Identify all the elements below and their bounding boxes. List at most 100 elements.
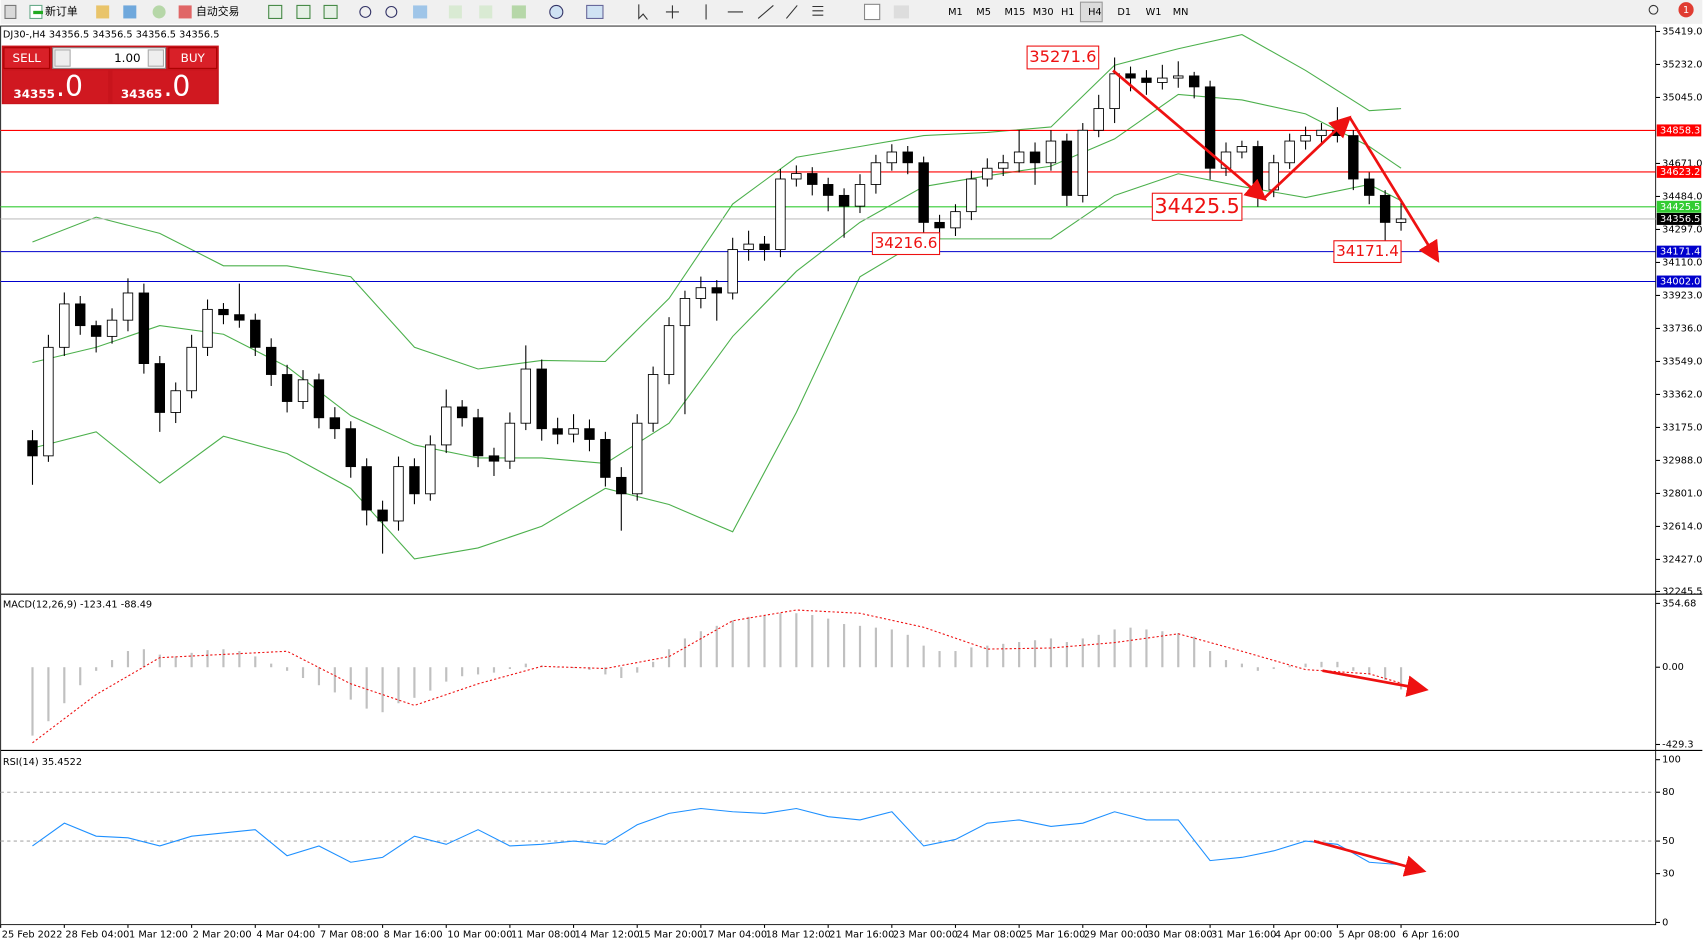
candle-body bbox=[1364, 178, 1375, 196]
x-tick-label: 4 Mar 04:00 bbox=[256, 929, 315, 940]
macd-bar bbox=[906, 634, 909, 668]
y-tick-label: 30 bbox=[1662, 869, 1674, 880]
macd-bar bbox=[970, 647, 973, 668]
y-tick-label: 32988.0 bbox=[1662, 455, 1702, 466]
candle-body bbox=[663, 325, 675, 375]
macd-bar bbox=[476, 667, 480, 675]
auto-trading-button[interactable]: 自动交易 bbox=[196, 4, 239, 18]
candle-body bbox=[90, 325, 102, 337]
timeframe-button[interactable]: MN bbox=[1173, 7, 1189, 18]
macd-bar bbox=[31, 667, 34, 736]
candle-body bbox=[377, 509, 388, 522]
sell-label[interactable]: SELL bbox=[13, 51, 42, 65]
candle-body bbox=[966, 178, 977, 213]
macd-bar bbox=[620, 667, 623, 679]
level-label: 34858.3 bbox=[1660, 125, 1700, 136]
macd-bar bbox=[238, 651, 241, 668]
lots-value[interactable]: 1.00 bbox=[114, 51, 141, 65]
buy-label[interactable]: BUY bbox=[181, 51, 206, 65]
sell-button[interactable] bbox=[3, 47, 51, 69]
candle-body bbox=[472, 417, 484, 457]
macd-bar bbox=[667, 649, 671, 668]
macd-bar bbox=[986, 645, 989, 668]
macd-bar bbox=[365, 667, 368, 709]
candle-body bbox=[552, 428, 563, 435]
timeframe-button[interactable]: M5 bbox=[976, 7, 991, 18]
candle-body bbox=[297, 379, 309, 402]
candle-body bbox=[265, 346, 277, 375]
macd-bar bbox=[95, 667, 98, 671]
level-tag bbox=[1656, 124, 1702, 137]
macd-bar bbox=[79, 667, 82, 686]
price-annotation-box bbox=[1151, 192, 1243, 221]
macd-bar bbox=[1256, 667, 1259, 671]
timeframe-button[interactable]: M15 bbox=[1005, 7, 1026, 18]
timeframe-button[interactable]: M1 bbox=[948, 7, 963, 18]
plot-area: 25 Feb 2022 28 Feb 04:00 1 Mar 12:00 2 Mar … bbox=[0, 26, 1703, 940]
candle-body bbox=[1013, 151, 1025, 164]
lots-input[interactable] bbox=[52, 47, 167, 69]
macd-bar bbox=[1097, 634, 1100, 668]
candle-body bbox=[154, 363, 166, 413]
macd-bar bbox=[890, 629, 893, 668]
macd-bar bbox=[301, 667, 305, 679]
y-tick-label: 50 bbox=[1662, 836, 1674, 847]
macd-bar bbox=[1193, 636, 1196, 668]
new-order-button[interactable]: 新订单 bbox=[45, 4, 78, 18]
buy-button[interactable] bbox=[168, 47, 218, 69]
y-tick-label: 33549.0 bbox=[1662, 356, 1702, 367]
chart-frame bbox=[0, 25, 1657, 926]
macd-bar bbox=[445, 667, 448, 682]
candle-body bbox=[775, 178, 786, 251]
macd-bar bbox=[636, 667, 639, 673]
candle-body bbox=[695, 287, 707, 299]
panel-title: DJ30-,H4 34356.5 34356.5 34356.5 34356.5 bbox=[3, 30, 220, 41]
candle-body bbox=[345, 428, 356, 468]
candle-body bbox=[982, 167, 993, 180]
timeframe-button[interactable]: M30 bbox=[1033, 7, 1054, 18]
candle-body bbox=[361, 466, 372, 511]
y-tick-label: 32614.0 bbox=[1662, 521, 1702, 532]
x-tick-label: 2 Mar 20:00 bbox=[193, 929, 252, 940]
macd-bar bbox=[1002, 643, 1005, 668]
bollinger-middle bbox=[32, 93, 1402, 464]
macd-bar bbox=[142, 649, 145, 668]
level-tag bbox=[1656, 275, 1702, 288]
macd-bar bbox=[317, 667, 321, 686]
macd-bar bbox=[842, 624, 846, 668]
macd-bar bbox=[652, 661, 655, 668]
timeframe-button[interactable]: H1 bbox=[1061, 7, 1075, 18]
x-tick-label: 1 Mar 12:00 bbox=[129, 929, 188, 940]
macd-bar bbox=[158, 654, 161, 668]
macd-bar bbox=[110, 660, 114, 668]
x-tick-label: 31 Mar 16:00 bbox=[1211, 929, 1276, 940]
candle-body bbox=[807, 173, 818, 185]
macd-bar bbox=[731, 620, 734, 668]
candle-body bbox=[488, 455, 500, 462]
x-tick-label: 7 Mar 08:00 bbox=[320, 929, 379, 940]
y-tick-label: 35419.0 bbox=[1662, 26, 1702, 37]
timeframe-button[interactable]: W1 bbox=[1146, 7, 1162, 18]
macd-bar bbox=[508, 667, 511, 670]
candle-body bbox=[822, 184, 834, 196]
candle-body bbox=[27, 440, 38, 457]
timeframe-buttons: M1 M5 M15 M30 H1 H4 D1 W1 MN bbox=[948, 7, 1188, 18]
candle-body bbox=[727, 249, 738, 294]
macd-bar bbox=[715, 625, 718, 668]
macd-bar bbox=[1352, 667, 1355, 671]
x-tick-label: 8 Mar 16:00 bbox=[384, 929, 443, 940]
macd-bar bbox=[254, 656, 257, 668]
macd-bar bbox=[270, 663, 273, 668]
timeframe-button[interactable]: D1 bbox=[1117, 7, 1131, 18]
macd-bar bbox=[1177, 633, 1180, 668]
price-annotation-box bbox=[871, 232, 941, 256]
candle-body bbox=[409, 466, 420, 495]
notification-badge[interactable]: 1 bbox=[1683, 5, 1689, 16]
x-tick-label: 23 Mar 00:00 bbox=[893, 929, 958, 940]
candle-body bbox=[854, 184, 866, 207]
timeframe-button[interactable]: H4 bbox=[1088, 7, 1102, 18]
bid-tail: .0 bbox=[56, 70, 83, 103]
candle-body bbox=[202, 308, 213, 348]
y-tick-label: 80 bbox=[1662, 787, 1674, 798]
candle-body bbox=[616, 476, 627, 495]
